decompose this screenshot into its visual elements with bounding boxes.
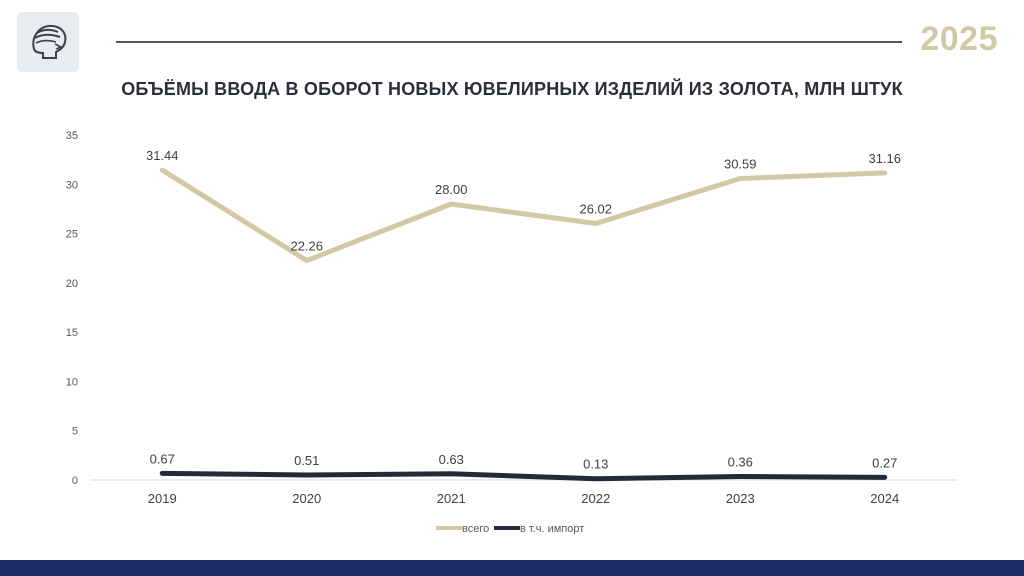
data-label: 0.63 (439, 452, 464, 467)
x-tick-label: 2022 (581, 491, 610, 506)
logo (17, 12, 79, 72)
chart-title: ОБЪЁМЫ ВВОДА В ОБОРОТ НОВЫХ ЮВЕЛИРНЫХ ИЗ… (121, 79, 903, 99)
legend-label: в т.ч. импорт (520, 523, 584, 535)
y-tick-label: 15 (66, 327, 78, 339)
series-line-import (159, 470, 888, 482)
x-tick-label: 2021 (437, 491, 466, 506)
y-tick-label: 35 (66, 130, 78, 142)
data-label: 22.26 (290, 239, 323, 254)
data-label: 0.51 (294, 453, 319, 468)
year-label: 2025 (920, 20, 998, 58)
data-label: 31.16 (868, 151, 901, 166)
x-tick-label: 2020 (292, 491, 321, 506)
y-tick-label: 5 (72, 426, 78, 438)
legend-label: всего (462, 523, 489, 535)
data-label: 30.59 (724, 156, 757, 171)
y-tick-label: 0 (72, 475, 78, 487)
x-tick-label: 2019 (148, 491, 177, 506)
mercury-head-logo-icon (32, 24, 67, 59)
header-rule (116, 41, 902, 43)
y-tick-label: 25 (66, 229, 78, 241)
data-label: 0.27 (872, 455, 897, 470)
y-tick-label: 20 (66, 278, 78, 290)
data-label: 0.67 (150, 451, 175, 466)
data-label: 31.44 (146, 148, 179, 163)
series-line-total (159, 167, 888, 264)
data-label: 28.00 (435, 182, 468, 197)
data-label: 0.36 (728, 454, 753, 469)
data-label: 26.02 (579, 202, 612, 217)
y-tick-label: 10 (66, 376, 78, 388)
y-tick-label: 30 (66, 179, 78, 191)
data-label: 0.13 (583, 457, 608, 472)
footer-bar (0, 560, 1024, 576)
x-tick-label: 2023 (726, 491, 755, 506)
x-tick-label: 2024 (870, 491, 899, 506)
